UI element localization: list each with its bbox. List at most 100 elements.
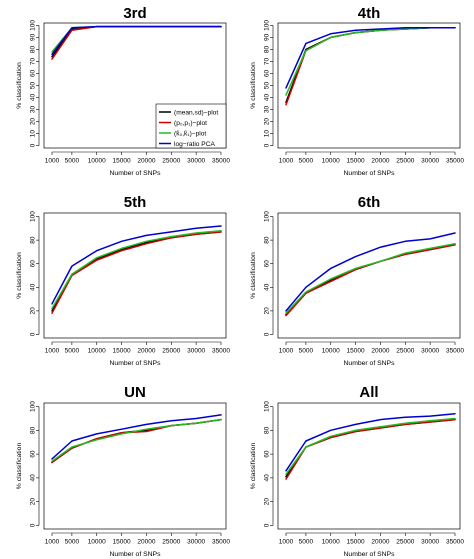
- y-tick-label: 100: [30, 401, 37, 412]
- panel-title: 4th: [358, 5, 381, 22]
- y-tick-label: 60: [30, 260, 37, 268]
- panel-1: 4th 0 10 20 30 40 50 60 70 80 90 100 % classificatio…: [250, 5, 464, 177]
- y-tick-label: 0: [30, 143, 37, 147]
- x-tick-label: 35000: [212, 348, 230, 355]
- x-tick-label: 25000: [162, 348, 180, 355]
- x-tick-label: 35000: [446, 158, 464, 165]
- x-tick-label: 20000: [371, 348, 389, 355]
- x-tick-label: 30000: [421, 158, 439, 165]
- x-axis-label: Number of SNPs: [344, 360, 396, 367]
- x-tick-label: 5000: [65, 348, 80, 355]
- series-line-2: [51, 25, 222, 53]
- series-line-3: [51, 25, 222, 56]
- series-line-2: [285, 417, 456, 476]
- y-tick-label: 20: [264, 307, 271, 315]
- series-line-2: [51, 229, 222, 310]
- legend-entry: (p₀,p₁)−plot: [174, 120, 207, 127]
- series-line-2: [285, 27, 456, 96]
- plot-frame: [43, 212, 227, 339]
- y-tick-label: 70: [264, 57, 271, 65]
- x-tick-label: 35000: [212, 539, 230, 546]
- y-tick-label: 20: [264, 118, 271, 126]
- y-axis-label: % classification: [16, 252, 23, 299]
- panel-title: UN: [124, 384, 146, 401]
- y-tick-label: 20: [30, 307, 37, 315]
- x-tick-label: 20000: [371, 539, 389, 546]
- y-axis-label: % classification: [16, 62, 23, 109]
- series-line-2: [285, 242, 456, 314]
- x-tick-label: 10000: [88, 539, 106, 546]
- y-tick-label: 90: [30, 33, 37, 41]
- x-tick-label: 25000: [396, 348, 414, 355]
- series-line-3: [285, 232, 456, 312]
- y-tick-label: 0: [30, 332, 37, 336]
- y-tick-label: 10: [264, 130, 271, 138]
- plot-frame: [43, 402, 227, 530]
- x-tick-label: 35000: [212, 158, 230, 165]
- x-tick-label: 15000: [347, 158, 365, 165]
- series-line-1: [285, 27, 456, 106]
- x-tick-label: 15000: [347, 348, 365, 355]
- y-tick-label: 60: [30, 69, 37, 77]
- series-line-0: [285, 244, 456, 316]
- y-tick-label: 100: [30, 211, 37, 222]
- x-tick-label: 10000: [88, 348, 106, 355]
- legend-box: [155, 103, 227, 149]
- panel-3: 6th 0 20 40 60 80 100 % classification 1000 5000 1…: [250, 194, 464, 367]
- y-tick-label: 100: [30, 20, 37, 31]
- x-tick-label: 30000: [187, 539, 205, 546]
- y-tick-label: 30: [264, 106, 271, 114]
- legend-entry: (mean,sd)−plot: [174, 109, 218, 116]
- x-tick-label: 25000: [396, 158, 414, 165]
- x-tick-label: 10000: [322, 348, 340, 355]
- x-tick-label: 25000: [162, 539, 180, 546]
- y-tick-label: 40: [264, 94, 271, 102]
- x-tick-label: 10000: [322, 158, 340, 165]
- series-line-0: [51, 25, 222, 58]
- series-line-0: [285, 27, 456, 104]
- x-tick-label: 1000: [45, 158, 60, 165]
- y-tick-label: 10: [30, 130, 37, 138]
- panel-title: 3rd: [123, 5, 146, 22]
- x-tick-label: 35000: [446, 348, 464, 355]
- y-tick-label: 30: [30, 106, 37, 114]
- x-tick-label: 30000: [421, 348, 439, 355]
- y-tick-label: 80: [30, 236, 37, 244]
- x-axis-label: Number of SNPs: [110, 360, 162, 367]
- series-line-1: [285, 244, 456, 317]
- panel-4: UN 0 20 40 60 80 100 % classification 1000 5000 10…: [16, 384, 230, 558]
- y-tick-label: 0: [264, 523, 271, 527]
- plot-frame: [277, 212, 461, 339]
- y-tick-label: 80: [30, 45, 37, 53]
- x-tick-label: 15000: [113, 158, 131, 165]
- plot-frame: [43, 22, 227, 149]
- panel-title: 5th: [124, 194, 147, 211]
- x-tick-label: 15000: [113, 539, 131, 546]
- y-tick-label: 60: [264, 260, 271, 268]
- x-tick-label: 5000: [65, 158, 80, 165]
- x-tick-label: 30000: [187, 348, 205, 355]
- x-tick-label: 30000: [421, 539, 439, 546]
- x-axis-label: Number of SNPs: [110, 551, 162, 558]
- legend: (mean,sd)−plot (p₀,p₁)−plot (k̂₀,k̂₁)−plot…: [155, 103, 227, 149]
- y-tick-label: 40: [30, 283, 37, 291]
- y-tick-label: 0: [30, 523, 37, 527]
- y-tick-label: 100: [264, 211, 271, 222]
- y-tick-label: 100: [264, 401, 271, 412]
- panel-0: 3rd 0 10 20 30 40 50 60 70 80 90 100 % classificatio…: [16, 5, 230, 177]
- series-line-1: [51, 25, 222, 60]
- y-tick-label: 40: [30, 94, 37, 102]
- legend-entry: log−ratio PCA: [174, 141, 215, 148]
- series-line-2: [51, 418, 222, 462]
- x-tick-label: 1000: [45, 348, 60, 355]
- x-tick-label: 10000: [88, 158, 106, 165]
- x-tick-label: 15000: [113, 348, 131, 355]
- panel-5: All 0 20 40 60 80 100 % classification 1000 5000 1…: [250, 384, 464, 558]
- series-line-3: [285, 27, 456, 89]
- legend-entry: (k̂₀,k̂₁)−plot: [174, 130, 206, 137]
- plot-frame: [277, 22, 461, 149]
- panel-2: 5th 0 20 40 60 80 100 % classification 1000 5000 1…: [16, 194, 230, 367]
- y-tick-label: 40: [30, 474, 37, 482]
- x-tick-label: 25000: [396, 539, 414, 546]
